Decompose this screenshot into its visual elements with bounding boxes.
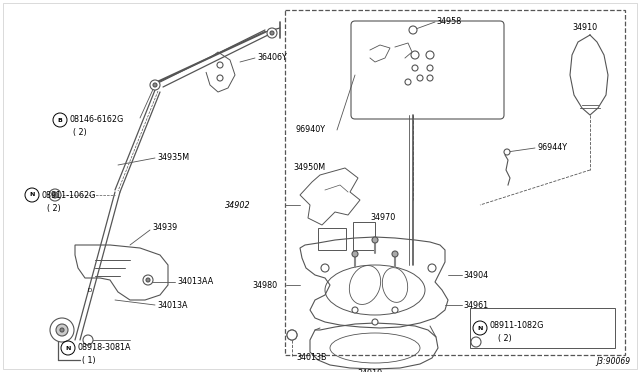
Text: 08918-3081A: 08918-3081A bbox=[78, 343, 131, 353]
Circle shape bbox=[427, 65, 433, 71]
Text: 96940Y: 96940Y bbox=[295, 125, 325, 135]
Circle shape bbox=[411, 51, 419, 59]
Text: 08146-6162G: 08146-6162G bbox=[70, 115, 124, 125]
Text: N: N bbox=[477, 326, 483, 330]
Circle shape bbox=[49, 189, 61, 201]
Circle shape bbox=[56, 324, 68, 336]
Text: 34013AA: 34013AA bbox=[177, 278, 213, 286]
Circle shape bbox=[50, 318, 74, 342]
Circle shape bbox=[60, 328, 64, 332]
Circle shape bbox=[409, 26, 417, 34]
Circle shape bbox=[321, 264, 329, 272]
Text: 34939: 34939 bbox=[152, 224, 177, 232]
Text: ( 1): ( 1) bbox=[82, 356, 95, 366]
Text: 34980: 34980 bbox=[252, 280, 277, 289]
Circle shape bbox=[267, 28, 277, 38]
Text: ( 2): ( 2) bbox=[47, 203, 61, 212]
Circle shape bbox=[83, 335, 93, 345]
Text: B: B bbox=[58, 118, 63, 122]
Text: 08911-1082G: 08911-1082G bbox=[490, 321, 545, 330]
Circle shape bbox=[504, 149, 510, 155]
Text: 36406Y: 36406Y bbox=[257, 52, 287, 61]
Text: N: N bbox=[65, 346, 70, 350]
Text: 34961: 34961 bbox=[463, 301, 488, 310]
Bar bbox=[285, 10, 625, 355]
Circle shape bbox=[146, 278, 150, 282]
Circle shape bbox=[352, 251, 358, 257]
Circle shape bbox=[412, 65, 418, 71]
Text: N: N bbox=[29, 192, 35, 198]
Circle shape bbox=[217, 75, 223, 81]
Bar bbox=[470, 308, 615, 348]
Text: D: D bbox=[88, 288, 92, 292]
Circle shape bbox=[143, 275, 153, 285]
Circle shape bbox=[153, 83, 157, 87]
Circle shape bbox=[427, 75, 433, 81]
Circle shape bbox=[417, 75, 423, 81]
Text: 34902: 34902 bbox=[225, 201, 251, 209]
Circle shape bbox=[287, 330, 297, 340]
Bar bbox=[353, 222, 375, 250]
Text: 96944Y: 96944Y bbox=[537, 144, 567, 153]
Circle shape bbox=[287, 330, 297, 340]
Text: 34970: 34970 bbox=[370, 214, 396, 222]
Circle shape bbox=[471, 337, 481, 347]
Text: 34910: 34910 bbox=[572, 23, 597, 32]
Text: 34904: 34904 bbox=[463, 270, 488, 279]
Text: ( 2): ( 2) bbox=[498, 334, 512, 343]
Text: 34919: 34919 bbox=[357, 369, 383, 372]
Circle shape bbox=[405, 79, 411, 85]
Circle shape bbox=[428, 264, 436, 272]
Text: 34950M: 34950M bbox=[293, 164, 325, 173]
Text: ( 2): ( 2) bbox=[73, 128, 87, 138]
Text: 34013B: 34013B bbox=[296, 353, 326, 362]
Circle shape bbox=[150, 80, 160, 90]
Text: J3:90069: J3:90069 bbox=[596, 357, 630, 366]
Circle shape bbox=[372, 319, 378, 325]
Circle shape bbox=[426, 51, 434, 59]
Text: 34935M: 34935M bbox=[157, 153, 189, 161]
Circle shape bbox=[270, 31, 274, 35]
Text: 34958: 34958 bbox=[436, 17, 461, 26]
Circle shape bbox=[352, 307, 358, 313]
Circle shape bbox=[52, 192, 58, 198]
Text: 34013A: 34013A bbox=[157, 301, 188, 310]
Text: 08911-1062G: 08911-1062G bbox=[42, 190, 97, 199]
Circle shape bbox=[392, 307, 398, 313]
Bar bbox=[318, 228, 346, 250]
Circle shape bbox=[392, 251, 398, 257]
Circle shape bbox=[372, 237, 378, 243]
Circle shape bbox=[217, 62, 223, 68]
